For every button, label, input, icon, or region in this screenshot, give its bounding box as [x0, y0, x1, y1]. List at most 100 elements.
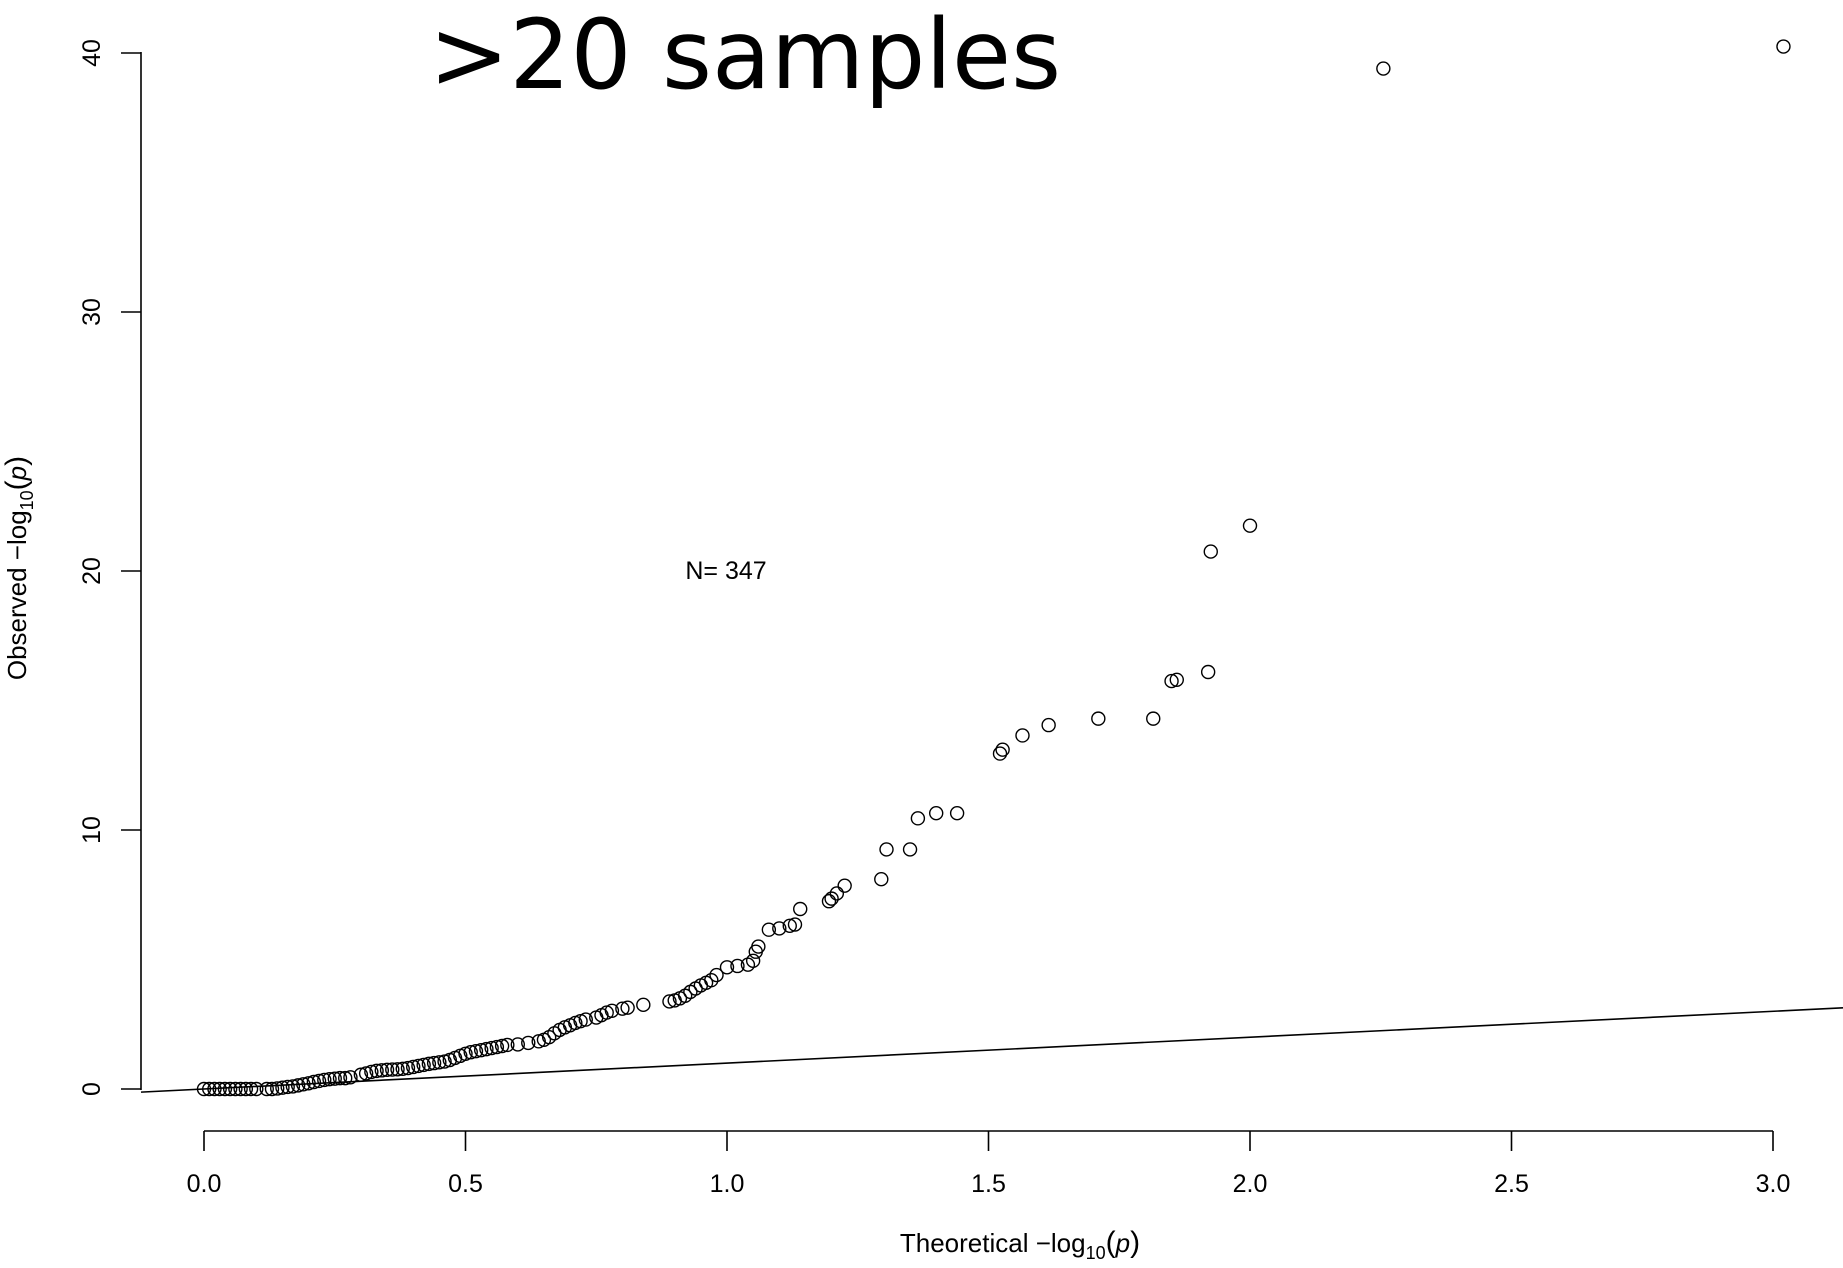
data-point: [879, 842, 894, 857]
data-point: [264, 1081, 280, 1097]
data-point: [992, 746, 1008, 761]
data-point: [479, 1041, 494, 1057]
data-point: [824, 891, 839, 906]
data-point: [275, 1080, 290, 1095]
data-point: [1203, 544, 1218, 559]
data-point: [228, 1081, 243, 1097]
data-point: [322, 1071, 337, 1087]
y-axis-label-prefix: Observed −log: [2, 510, 32, 680]
data-point: [662, 994, 677, 1009]
y-axis: 0 10 20 30 40: [78, 39, 142, 1096]
x-tick-label: 1.5: [971, 1170, 1006, 1198]
data-point: [212, 1081, 227, 1097]
data-point: [704, 973, 719, 988]
data-point: [829, 886, 845, 901]
data-point: [1164, 673, 1179, 689]
x-axis-label-variable: p: [1115, 1228, 1130, 1258]
data-point: [238, 1081, 254, 1097]
data-point: [494, 1038, 510, 1054]
data-point: [473, 1042, 489, 1058]
data-point: [874, 872, 889, 887]
data-point: [787, 917, 803, 932]
data-point: [411, 1058, 426, 1074]
data-point: [1200, 664, 1216, 680]
x-axis-label-subscript: 10: [1086, 1243, 1106, 1263]
data-point: [416, 1057, 431, 1073]
x-axis-label-close-paren: ): [1130, 1226, 1140, 1259]
data-point: [463, 1045, 478, 1060]
x-tick-label: 2.5: [1494, 1170, 1529, 1198]
data-point: [369, 1063, 384, 1079]
data-point: [249, 1081, 264, 1097]
y-axis-label: Observed −log10(p): [0, 456, 37, 680]
y-axis-label-subscript: 10: [17, 490, 37, 510]
data-point: [745, 953, 761, 968]
data-point: [730, 958, 745, 974]
y-tick-label: 30: [78, 298, 106, 326]
data-points: [196, 39, 1791, 1097]
data-point: [395, 1061, 410, 1076]
data-point: [207, 1081, 222, 1097]
x-tick-label: 1.0: [710, 1170, 745, 1198]
data-point: [290, 1078, 306, 1093]
data-point: [222, 1081, 238, 1097]
data-point: [270, 1081, 285, 1096]
data-point: [910, 811, 926, 826]
data-point: [259, 1081, 274, 1097]
data-point: [285, 1079, 301, 1094]
x-axis-label: Theoretical −log10(p): [900, 1226, 1140, 1263]
y-axis-label-variable: p: [2, 466, 32, 481]
data-point: [296, 1077, 311, 1092]
identity-reference-line: [140, 1007, 1843, 1093]
data-point: [311, 1073, 327, 1089]
data-point: [353, 1067, 369, 1082]
data-point: [400, 1060, 416, 1076]
data-point: [233, 1081, 248, 1097]
data-point: [615, 1001, 630, 1016]
x-tick-label: 2.0: [1233, 1170, 1268, 1198]
x-axis-label-open-paren: (: [1106, 1226, 1116, 1259]
y-tick-label: 0: [78, 1082, 106, 1096]
x-axis-label-prefix: Theoretical −log: [900, 1228, 1086, 1258]
data-point: [1091, 711, 1106, 726]
data-point: [217, 1081, 233, 1097]
data-point: [421, 1056, 437, 1072]
data-point: [578, 1012, 593, 1027]
x-tick-label: 0.5: [448, 1170, 483, 1198]
data-point: [1015, 728, 1030, 743]
data-point: [821, 894, 837, 909]
data-point: [379, 1062, 395, 1078]
data-point: [709, 967, 724, 983]
data-point: [1776, 39, 1791, 54]
data-point: [793, 901, 808, 917]
data-point: [761, 922, 777, 937]
data-point: [364, 1064, 379, 1080]
data-point: [202, 1081, 217, 1097]
data-point: [390, 1062, 405, 1077]
data-point: [604, 1003, 620, 1018]
data-point: [489, 1039, 505, 1055]
data-point: [332, 1070, 348, 1086]
data-point: [510, 1037, 525, 1052]
data-point: [929, 805, 944, 821]
data-point: [243, 1081, 259, 1097]
data-point: [1146, 711, 1161, 726]
data-point: [782, 918, 797, 934]
data-point: [719, 960, 735, 975]
data-point: [949, 805, 965, 821]
x-axis: 0.0 0.5 1.0 1.5 2.0 2.5 3.0: [187, 1130, 1790, 1198]
data-point: [500, 1037, 515, 1053]
data-point: [327, 1071, 342, 1086]
data-point: [1041, 717, 1056, 733]
data-point: [1169, 672, 1184, 687]
data-point: [484, 1040, 499, 1056]
data-point: [426, 1055, 442, 1071]
data-point: [751, 939, 766, 954]
data-point: [837, 878, 852, 893]
data-point: [338, 1070, 353, 1086]
sample-count-annotation: N= 347: [685, 557, 766, 585]
data-point: [1376, 61, 1391, 76]
y-tick-label: 20: [78, 557, 106, 585]
data-point: [374, 1063, 390, 1078]
